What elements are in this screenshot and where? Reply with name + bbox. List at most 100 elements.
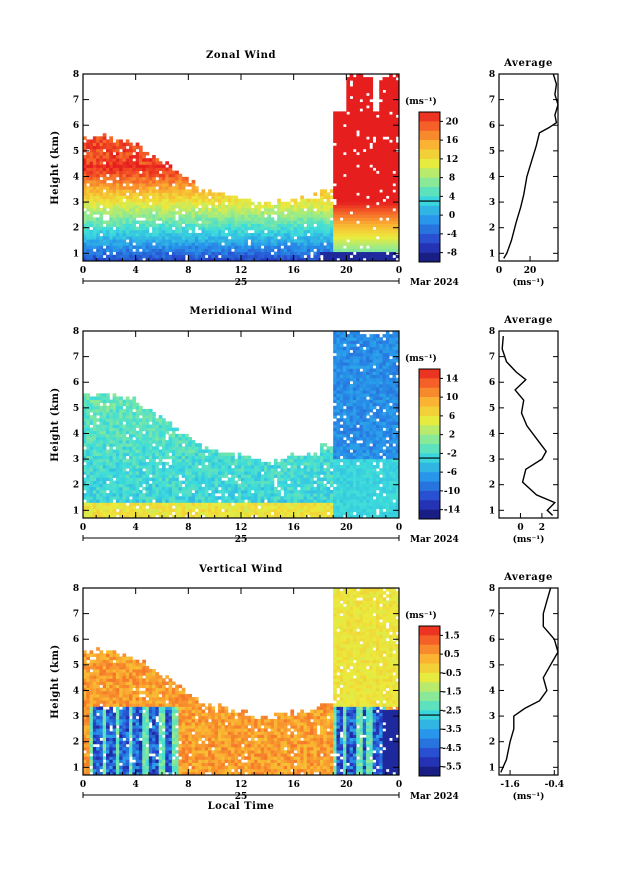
profile-line [500, 587, 559, 773]
colorbar-segment [419, 444, 440, 454]
x-tick-label: 12 [235, 523, 248, 533]
colorbar-segment [419, 509, 440, 520]
colorbar-segment [419, 215, 440, 225]
colorbar-tick-label: -4 [447, 230, 457, 240]
colorbar-segment [419, 682, 440, 692]
x-tick-label: 20 [340, 266, 353, 276]
colorbar-segment [419, 387, 440, 398]
colorbar-segment [419, 434, 440, 445]
colorbar-tick-label: 2 [449, 431, 455, 441]
panel-title: Vertical Wind [198, 564, 283, 575]
colorbar-segment [419, 252, 440, 263]
y-tick-label: 5 [73, 147, 79, 157]
x-tick-label: 4 [133, 523, 139, 533]
profile-y-tick-label: 3 [489, 455, 495, 465]
colorbar-frame [418, 625, 441, 777]
y-tick-label: 3 [73, 712, 79, 722]
y-tick-label: 5 [73, 661, 79, 671]
x-tick-label: 0 [80, 780, 86, 790]
profile-y-tick-label: 6 [489, 121, 495, 131]
heatmap-cells [83, 331, 400, 519]
y-tick-label: 7 [73, 610, 79, 620]
x-tick-label: 0 [80, 523, 86, 533]
y-tick-label: 4 [73, 429, 79, 439]
y-tick-label: 8 [73, 70, 79, 80]
y-tick-label: 1 [73, 763, 79, 773]
y-tick-label: 2 [73, 224, 79, 234]
profile-y-tick-label: 6 [489, 378, 495, 388]
profile-frame [498, 73, 559, 262]
profile-y-tick-label: 7 [489, 353, 495, 363]
y-tick-label: 6 [73, 635, 79, 645]
profile-y-tick-label: 4 [489, 686, 495, 696]
colorbar-segment [419, 719, 440, 730]
profile-x-tick-label: -0.4 [545, 780, 564, 790]
colorbar-tick-label: -2 [447, 449, 457, 459]
y-axis-label: Height (km) [50, 130, 61, 204]
colorbar-segment [419, 757, 440, 767]
colorbar-segment [419, 663, 440, 674]
colorbar-segment [419, 233, 440, 244]
colorbar-segment [419, 369, 440, 379]
month-label: Mar 2024 [410, 792, 459, 802]
colorbar-segment [419, 738, 440, 749]
profile-y-tick-label: 6 [489, 635, 495, 645]
colorbar-tick-label: -4.5 [442, 744, 461, 754]
profile-x-tick-label: 20 [524, 266, 537, 276]
colorbar-segment [419, 672, 440, 683]
colorbar-segment [419, 112, 440, 122]
colorbar-tick-label: 12 [446, 155, 459, 165]
x-tick-label: 8 [185, 780, 191, 790]
x-tick-label: 0 [396, 523, 402, 533]
colorbar-tick-label: 0.5 [444, 650, 460, 660]
colorbar-tick-label: 8 [449, 174, 455, 184]
profile-y-tick-label: 8 [489, 70, 495, 80]
profile-y-tick-label: 8 [489, 584, 495, 594]
panel-title: Meridional Wind [189, 306, 292, 317]
colorbar-tick-label: -14 [444, 506, 460, 516]
profile-y-tick-label: 2 [489, 738, 495, 748]
y-axis-label: Height (km) [50, 387, 61, 461]
date-label: 25 [235, 535, 248, 545]
colorbar-tick-label: 16 [446, 136, 459, 146]
profile-title: Average [503, 58, 553, 69]
x-tick-label: 4 [133, 780, 139, 790]
colorbar-tick-label: 14 [446, 374, 459, 384]
x-tick-label: 4 [133, 266, 139, 276]
heatmap-cells [83, 74, 400, 262]
colorbar-segment [419, 406, 440, 417]
colorbar-segment [419, 415, 440, 426]
colorbar-tick-label: 4 [449, 192, 455, 202]
colorbar-segment [419, 187, 440, 197]
colorbar-segment [419, 130, 440, 141]
x-tick-label: 0 [396, 780, 402, 790]
colorbar-segment [419, 149, 440, 160]
colorbar-unit: (ms⁻¹) [405, 96, 437, 107]
colorbar-segment [419, 121, 440, 132]
profile-unit: (ms⁻¹) [513, 277, 545, 288]
profile-y-tick-label: 5 [489, 661, 495, 671]
profile-title: Average [503, 572, 553, 583]
colorbar-segment [419, 500, 440, 510]
colorbar-tick-label: -0.5 [442, 669, 461, 679]
profile-line [501, 336, 557, 516]
colorbar-tick-label: -6 [447, 468, 457, 478]
x-tick-label: 0 [396, 266, 402, 276]
x-tick-label: 8 [185, 266, 191, 276]
month-label: Mar 2024 [410, 535, 459, 545]
colorbar-segment [419, 168, 440, 178]
colorbar-unit: (ms⁻¹) [405, 353, 437, 364]
colorbar-frame [418, 111, 441, 263]
y-tick-label: 4 [73, 686, 79, 696]
profile-y-tick-label: 2 [489, 481, 495, 491]
x-tick-label: 16 [287, 523, 300, 533]
colorbar-segment [419, 635, 440, 646]
profile-title: Average [503, 315, 553, 326]
profile-frame [498, 330, 559, 519]
profile-unit: (ms⁻¹) [513, 791, 545, 802]
profile-y-tick-label: 4 [489, 172, 495, 182]
average-profile: Average 1 2 3 4 5 6 7 8 0 20(ms⁻¹) [489, 58, 559, 288]
